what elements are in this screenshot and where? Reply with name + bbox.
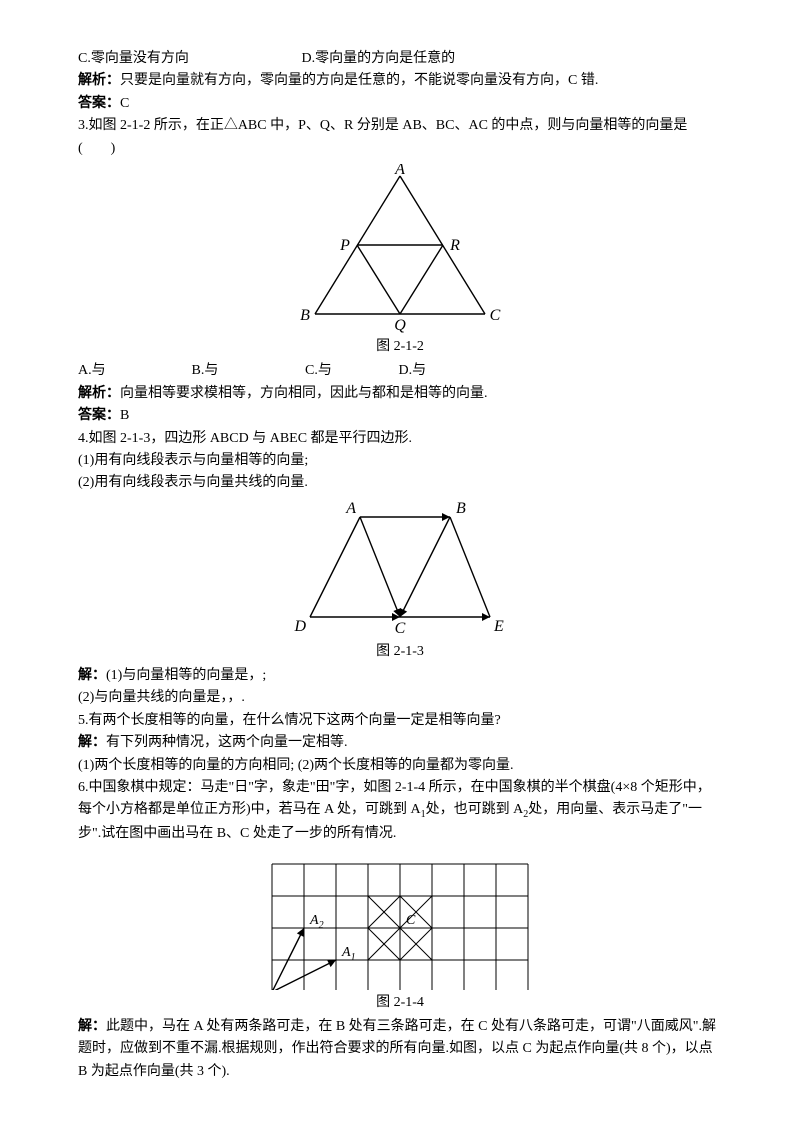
q3-answer-val: B (120, 408, 129, 423)
q4-sub2: (2)用有向线段表示与向量共线的向量. (78, 472, 722, 494)
svg-text:D: D (293, 618, 306, 635)
q2-options: C.零向量没有方向 D.零向量的方向是任意的 (78, 48, 722, 70)
fig214-caption: 图 2-1-4 (78, 992, 722, 1014)
q3-analysis: 解析：向量相等要求模相等，方向相同，因此与都和是相等的向量. (78, 383, 722, 405)
fig-2-1-2: A B C P R Q (78, 164, 722, 334)
q5-sol-intro: 有下列两种情况，这两个向量一定相等. (106, 735, 348, 750)
q3-optc: C.与 (305, 360, 395, 382)
q2-optd: D.零向量的方向是任意的 (302, 48, 456, 70)
svg-text:C: C (490, 307, 501, 324)
fig213-caption: 图 2-1-3 (78, 641, 722, 663)
q2-answer-val: C (120, 96, 129, 111)
q4-sub1: (1)用有向线段表示与向量相等的向量; (78, 450, 722, 472)
svg-text:A: A (345, 500, 356, 517)
q2-analysis-text: 只要是向量就有方向，零向量的方向是任意的，不能说零向量没有方向，C 错. (120, 73, 598, 88)
q4-sol-label: 解： (78, 668, 106, 683)
q3-answer-label: 答案： (78, 408, 120, 423)
q4-stem: 4.如图 2-1-3，四边形 ABCD 与 ABEC 都是平行四边形. (78, 428, 722, 450)
q3-analysis-label: 解析： (78, 386, 120, 401)
q4-sol1: (1)与向量相等的向量是，; (106, 668, 266, 683)
q6-sol: 解：此题中，马在 A 处有两条路可走，在 B 处有三条路可走，在 C 处有八条路… (78, 1016, 722, 1083)
svg-text:Q: Q (394, 317, 406, 334)
q2-answer: 答案：C (78, 93, 722, 115)
svg-text:R: R (449, 237, 460, 254)
q4-sol: 解：(1)与向量相等的向量是，; (78, 665, 722, 687)
q2-optc: C.零向量没有方向 (78, 48, 298, 70)
q5-sol-body: (1)两个长度相等的向量的方向相同; (2)两个长度相等的向量都为零向量. (78, 755, 722, 777)
q6-sol-body: 此题中，马在 A 处有两条路可走，在 B 处有三条路可走，在 C 处有八条路可走… (78, 1019, 716, 1079)
q2-analysis: 解析：只要是向量就有方向，零向量的方向是任意的，不能说零向量没有方向，C 错. (78, 70, 722, 92)
q3-analysis-text: 向量相等要求模相等，方向相同，因此与都和是相等的向量. (120, 386, 488, 401)
fig-2-1-3: A B D C E (78, 499, 722, 639)
q2-answer-label: 答案： (78, 96, 120, 111)
q3-optb: B.与 (192, 360, 302, 382)
q3-options: A.与 B.与 C.与 D.与 (78, 360, 722, 382)
svg-text:C: C (395, 620, 406, 637)
svg-text:B: B (300, 307, 310, 324)
svg-text:A: A (394, 164, 405, 178)
q5-stem: 5.有两个长度相等的向量，在什么情况下这两个向量一定是相等向量? (78, 710, 722, 732)
q5-sol: 解：有下列两种情况，这两个向量一定相等. (78, 732, 722, 754)
fig-2-1-4: AA1A2BC (78, 850, 722, 990)
q6-stem-b: 处，也可跳到 A (426, 802, 524, 817)
svg-text:E: E (493, 618, 504, 635)
q3-answer: 答案：B (78, 405, 722, 427)
q6-sol-label: 解： (78, 1019, 106, 1034)
q2-analysis-label: 解析： (78, 73, 120, 88)
svg-text:B: B (456, 500, 466, 517)
q6-stem: 6.中国象棋中规定：马走"日"字，象走"田"字，如图 2-1-4 所示，在中国象… (78, 777, 722, 846)
fig212-caption: 图 2-1-2 (78, 336, 722, 358)
q5-sol-label: 解： (78, 735, 106, 750)
svg-text:C: C (406, 913, 416, 928)
q3-optd: D.与 (399, 360, 427, 382)
q3-stem: 3.如图 2-1-2 所示，在正△ABC 中，P、Q、R 分别是 AB、BC、A… (78, 115, 722, 160)
svg-text:P: P (339, 237, 350, 254)
q3-opta: A.与 (78, 360, 188, 382)
q4-sol2: (2)与向量共线的向量是，，. (78, 687, 722, 709)
